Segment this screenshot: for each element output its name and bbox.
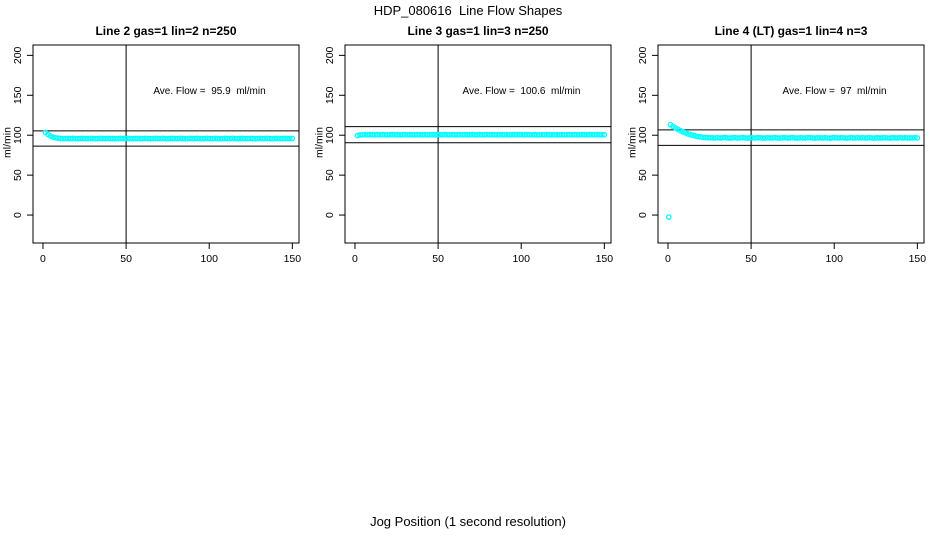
svg-text:100: 100 — [512, 253, 530, 265]
ave-flow-annotation: Ave. Flow = 97 ml/min — [782, 86, 887, 97]
svg-text:0: 0 — [12, 212, 24, 218]
ave-flow-annotation: Ave. Flow = 95.9 ml/min — [153, 86, 266, 97]
plot-area: 0 50 100 150 0 50 100 150 200 — [12, 44, 302, 265]
svg-text:100: 100 — [324, 126, 336, 144]
y-axis-label: ml/min — [1, 127, 14, 158]
svg-text:150: 150 — [324, 86, 336, 104]
panel-title: Line 3 gas=1 lin=3 n=250 — [407, 24, 549, 38]
chart-main-title: HDP_080616 Line Flow Shapes — [373, 3, 563, 18]
svg-text:100: 100 — [825, 253, 843, 265]
svg-text:0: 0 — [352, 253, 358, 265]
y-axis-label: ml/min — [626, 127, 639, 158]
svg-text:50: 50 — [12, 169, 24, 181]
panel-title: Line 2 gas=1 lin=2 n=250 — [95, 24, 237, 38]
svg-text:150: 150 — [284, 253, 302, 265]
panel-line-3: Line 3 gas=1 lin=3 n=250 0 50 100 150 0 50 100… — [312, 0, 624, 270]
svg-text:0: 0 — [40, 253, 46, 265]
svg-text:150: 150 — [12, 86, 24, 104]
svg-text:100: 100 — [12, 126, 24, 144]
svg-text:50: 50 — [432, 253, 444, 265]
panel-line-2: Line 2 gas=1 lin=2 n=250 0 50 100 150 0 50 100… — [0, 0, 312, 270]
y-axis-label: ml/min — [313, 127, 326, 158]
svg-text:100: 100 — [200, 253, 218, 265]
svg-text:150: 150 — [909, 253, 927, 265]
svg-text:150: 150 — [637, 86, 649, 104]
plot-area: 0 50 100 150 0 50 100 150 200 — [324, 44, 614, 265]
svg-text:100: 100 — [637, 126, 649, 144]
svg-text:0: 0 — [324, 212, 336, 218]
svg-text:200: 200 — [637, 46, 649, 64]
panel-title: Line 4 (LT) gas=1 lin=4 n=3 — [714, 24, 868, 38]
svg-text:150: 150 — [596, 253, 614, 265]
svg-text:200: 200 — [324, 46, 336, 64]
svg-text:200: 200 — [12, 46, 24, 64]
svg-text:0: 0 — [637, 212, 649, 218]
svg-text:50: 50 — [120, 253, 132, 265]
svg-text:0: 0 — [665, 253, 671, 265]
panel-line-4: Line 4 (LT) gas=1 lin=4 n=3 0 50 100 150 0 50… — [625, 0, 936, 270]
plot-area: 0 50 100 150 0 50 100 150 200 — [637, 44, 927, 265]
x-axis-label: Jog Position (1 second resolution) — [370, 514, 566, 529]
ave-flow-annotation: Ave. Flow = 100.6 ml/min — [462, 86, 581, 97]
svg-text:50: 50 — [637, 169, 649, 181]
svg-text:50: 50 — [745, 253, 757, 265]
svg-text:50: 50 — [324, 169, 336, 181]
